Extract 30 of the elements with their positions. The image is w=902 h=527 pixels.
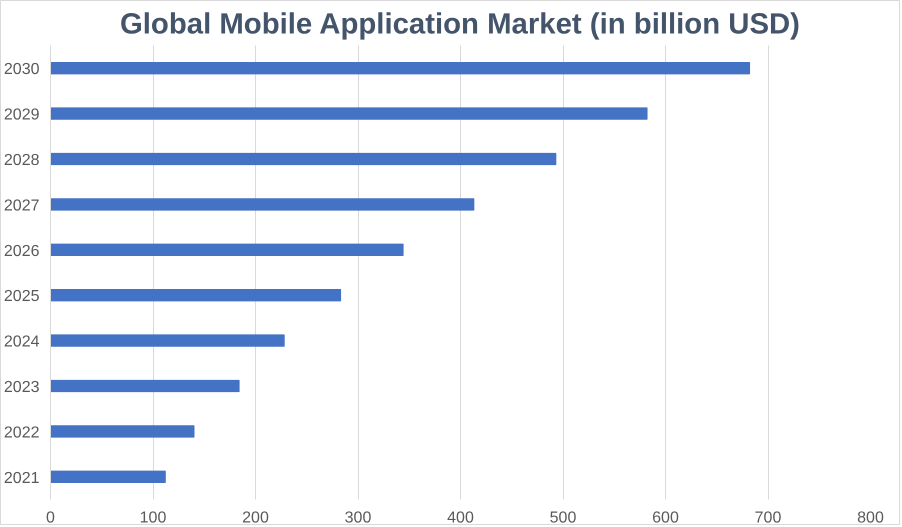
bar: [50, 152, 556, 166]
y-tick-label: 2030: [4, 61, 40, 78]
x-tick-label: 0: [46, 510, 56, 526]
bar: [50, 289, 342, 302]
chart-title: Global Mobile Application Market (in billion USD): [120, 8, 800, 40]
y-tick-label: 2026: [4, 242, 40, 260]
bar: [50, 425, 194, 438]
x-tick-label: 500: [550, 510, 576, 526]
bar: [50, 62, 750, 74]
bar: [50, 198, 474, 211]
x-tick-label: 300: [344, 510, 372, 526]
bar: [50, 107, 648, 120]
y-tick-label: 2029: [4, 106, 40, 124]
y-tick-label: 2027: [4, 197, 40, 214]
x-tick-label: 100: [140, 510, 166, 526]
y-tick-label: 2023: [4, 379, 40, 396]
y-tick-label: 2028: [4, 152, 40, 169]
y-tick-label: 2025: [4, 288, 40, 306]
x-tick-label: 700: [754, 510, 782, 526]
bar: [50, 334, 285, 347]
y-tick-label: 2024: [4, 334, 40, 351]
bar: [50, 470, 166, 483]
y-tick-label: 2022: [4, 424, 40, 442]
bar: [50, 380, 240, 392]
x-tick-label: 400: [447, 510, 474, 526]
bar: [50, 244, 404, 256]
x-tick-label: 800: [857, 510, 884, 526]
x-tick-label: 200: [242, 510, 269, 526]
x-tick-label: 600: [652, 510, 679, 526]
y-tick-label: 2021: [4, 470, 40, 487]
